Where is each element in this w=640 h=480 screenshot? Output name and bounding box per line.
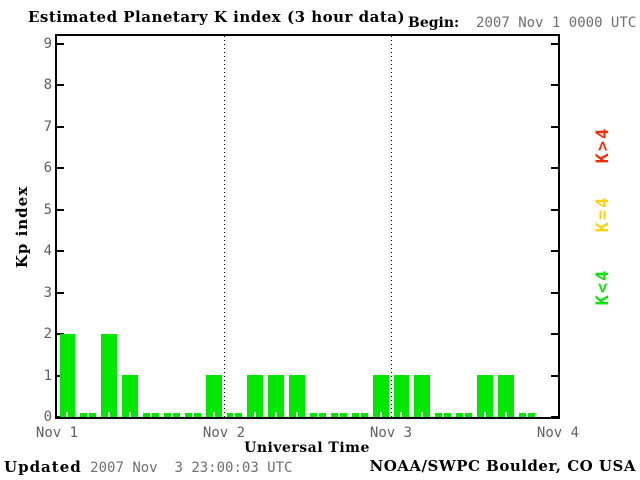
y-axis-title: Kp index bbox=[13, 185, 31, 269]
kp-bar bbox=[122, 375, 138, 417]
credit-text: NOAA/SWPC Boulder, CO USA bbox=[369, 457, 636, 475]
y-tick-right bbox=[551, 250, 558, 252]
kp-bar bbox=[205, 375, 222, 417]
updated-row: Updated 2007 Nov 3 23:00:03 UTC bbox=[4, 457, 292, 476]
y-tick-label: 1 bbox=[43, 367, 52, 384]
bar-center-tick bbox=[525, 413, 528, 417]
bar-center-tick bbox=[212, 412, 215, 417]
kp-bar bbox=[435, 413, 452, 417]
begin-label: Begin: bbox=[408, 15, 460, 31]
y-tick-label: 4 bbox=[43, 243, 52, 259]
x-tick-label: Nov 1 bbox=[35, 425, 79, 441]
y-tick bbox=[57, 291, 64, 294]
y-tick-label: 7 bbox=[43, 118, 52, 135]
bar-center-tick bbox=[66, 412, 69, 417]
kp-bar bbox=[477, 375, 493, 417]
kp-bar bbox=[80, 413, 97, 417]
bar-center-tick bbox=[400, 412, 403, 417]
kp-bar bbox=[351, 413, 368, 417]
updated-value: 2007 Nov 3 23:00:03 UTC bbox=[81, 460, 293, 476]
legend-label-k-lt4: K<4 bbox=[593, 268, 613, 306]
kp-bar bbox=[59, 334, 76, 417]
y-tick-label: 0 bbox=[43, 409, 52, 425]
x-tick-label: Nov 2 bbox=[202, 425, 246, 441]
y-tick bbox=[57, 84, 64, 86]
kp-bar bbox=[330, 413, 347, 417]
bar-center-tick bbox=[108, 412, 111, 417]
bar-center-tick bbox=[275, 412, 278, 417]
y-tick-label: 8 bbox=[43, 77, 52, 93]
y-tick bbox=[57, 416, 64, 418]
y-tick-label: 3 bbox=[43, 284, 52, 301]
bar-center-tick bbox=[463, 413, 466, 417]
y-tick-right bbox=[551, 208, 558, 211]
kp-bar bbox=[310, 413, 326, 417]
kp-bar bbox=[163, 413, 180, 417]
bar-center-tick bbox=[421, 412, 424, 417]
bar-center-tick bbox=[442, 413, 445, 417]
bar-center-tick bbox=[504, 412, 507, 417]
y-tick-label: 5 bbox=[43, 201, 52, 218]
kp-bar bbox=[372, 375, 389, 417]
y-tick-right bbox=[551, 42, 558, 45]
y-tick bbox=[57, 125, 64, 128]
y-tick-right bbox=[551, 125, 558, 128]
kp-bar bbox=[101, 334, 118, 417]
bar-center-tick bbox=[254, 412, 257, 417]
plot-area bbox=[55, 34, 560, 419]
y-tick-right bbox=[551, 291, 558, 294]
y-tick-label: 6 bbox=[43, 160, 52, 176]
bar-center-tick bbox=[170, 413, 173, 417]
kp-bar bbox=[143, 413, 159, 417]
y-tick-right bbox=[551, 84, 558, 86]
bar-center-tick bbox=[316, 413, 319, 417]
y-tick-right bbox=[551, 416, 558, 418]
kp-bar bbox=[184, 413, 201, 417]
bar-center-tick bbox=[337, 413, 340, 417]
x-axis-title: Universal Time bbox=[244, 440, 370, 456]
y-tick-label: 2 bbox=[43, 326, 52, 342]
kp-bar bbox=[414, 375, 431, 417]
kp-bar bbox=[518, 413, 535, 417]
bar-center-tick bbox=[358, 413, 361, 417]
kp-bar bbox=[393, 375, 410, 417]
bar-center-tick bbox=[233, 413, 236, 417]
kp-bar bbox=[268, 375, 285, 417]
bar-center-tick bbox=[191, 413, 194, 417]
y-tick-label: 9 bbox=[43, 35, 52, 52]
bar-center-tick bbox=[483, 412, 486, 417]
bar-center-tick bbox=[129, 412, 132, 417]
kp-bar bbox=[226, 413, 243, 417]
day-gridline bbox=[391, 36, 392, 417]
kp-bar bbox=[456, 413, 472, 417]
updated-label: Updated bbox=[4, 458, 82, 476]
y-tick-right bbox=[551, 167, 558, 169]
y-tick-right bbox=[551, 333, 558, 335]
x-tick-label: Nov 4 bbox=[536, 425, 580, 441]
y-tick bbox=[57, 42, 64, 45]
y-tick-right bbox=[551, 374, 558, 377]
bar-center-tick bbox=[149, 413, 152, 417]
begin-row: Begin: 2007 Nov 1 0000 UTC bbox=[408, 12, 636, 31]
y-tick bbox=[57, 250, 64, 252]
begin-value: 2007 Nov 1 0000 UTC bbox=[459, 15, 637, 31]
y-tick bbox=[57, 208, 64, 211]
day-gridline bbox=[224, 36, 225, 417]
y-tick bbox=[57, 167, 64, 169]
kp-bar bbox=[289, 375, 305, 417]
chart-title: Estimated Planetary K index (3 hour data… bbox=[28, 8, 406, 26]
bar-center-tick bbox=[379, 412, 382, 417]
x-tick-label: Nov 3 bbox=[369, 425, 413, 441]
bar-center-tick bbox=[87, 413, 90, 417]
bar-center-tick bbox=[296, 412, 299, 417]
kp-bar bbox=[247, 375, 264, 417]
kp-bar bbox=[497, 375, 514, 417]
